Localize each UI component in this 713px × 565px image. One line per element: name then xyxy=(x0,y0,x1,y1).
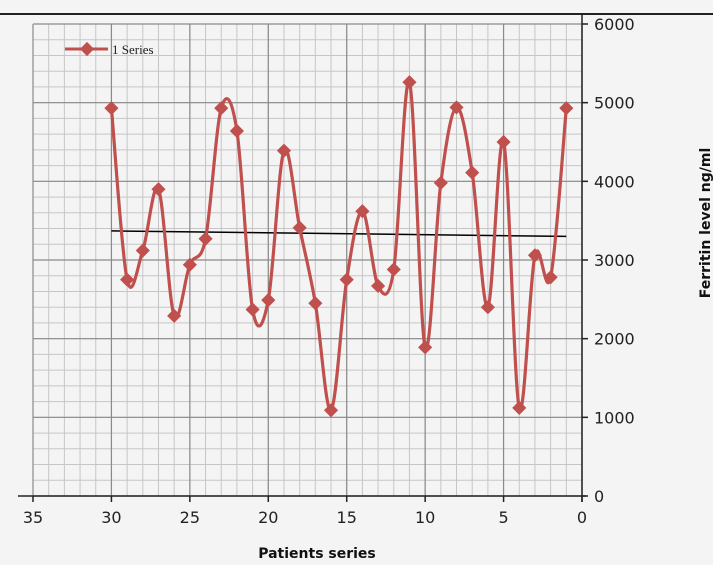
y-tick-label: 6000 xyxy=(594,15,635,34)
x-tick-label: 15 xyxy=(337,508,357,527)
x-axis-title: Patients series xyxy=(258,546,376,562)
legend-label: 1 Series xyxy=(112,42,154,57)
y-tick-label: 1000 xyxy=(594,408,635,427)
tick-labels: 35 30 25 20 15 10 5 00 1000 2000 3000 4000 5000 6000 xyxy=(23,15,635,527)
x-tick-label: 25 xyxy=(180,508,200,527)
y-axis-title: Ferritin level ng/ml xyxy=(698,148,713,299)
y-tick-label: 2000 xyxy=(594,330,635,349)
data-point xyxy=(323,403,339,418)
data-point xyxy=(433,175,448,190)
trendline-layer xyxy=(111,230,567,238)
x-tick-label: 10 xyxy=(415,508,435,527)
data-point xyxy=(198,231,213,246)
data-point xyxy=(135,243,150,258)
data-point xyxy=(355,204,370,219)
data-point xyxy=(449,100,464,115)
data-point xyxy=(261,293,276,308)
data-point xyxy=(245,302,260,317)
y-tick-label: 0 xyxy=(594,487,604,506)
data-point xyxy=(120,272,135,287)
x-tick-label: 30 xyxy=(101,508,121,527)
data-point xyxy=(465,165,480,180)
y-tick-label: 4000 xyxy=(594,172,635,191)
data-point xyxy=(276,143,292,158)
data-point xyxy=(151,182,166,197)
data-point xyxy=(402,75,417,90)
data-point xyxy=(418,340,433,355)
data-point xyxy=(496,134,511,150)
data-point xyxy=(308,296,323,311)
data-point xyxy=(182,257,197,272)
axes xyxy=(0,13,713,502)
data-point xyxy=(339,272,354,287)
x-tick-label: 0 xyxy=(577,508,587,527)
data-point xyxy=(386,262,401,277)
data-point xyxy=(480,300,495,315)
y-tick-label: 3000 xyxy=(594,251,635,270)
trendline xyxy=(111,230,567,238)
data-point xyxy=(292,220,307,235)
data-point xyxy=(559,101,574,116)
x-tick-label: 35 xyxy=(23,508,43,527)
data-point xyxy=(543,270,558,285)
x-tick-label: 20 xyxy=(258,508,278,527)
x-tick-label: 5 xyxy=(498,508,508,527)
data-point xyxy=(371,278,386,294)
data-point xyxy=(167,308,182,323)
data-point xyxy=(527,248,543,263)
data-point xyxy=(512,400,527,415)
y-tick-label: 5000 xyxy=(594,94,635,113)
